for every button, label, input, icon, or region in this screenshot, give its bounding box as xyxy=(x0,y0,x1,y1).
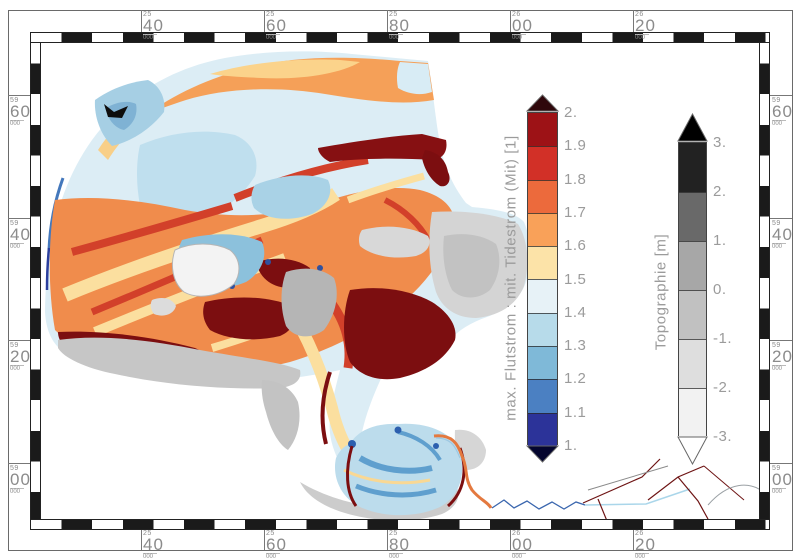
colorbar-tick-label: 1.9 xyxy=(564,137,587,155)
grid-label-bottom: 25 60 000 xyxy=(266,530,287,560)
colorbar-segment xyxy=(528,113,557,147)
grid-tick xyxy=(264,10,265,32)
colorbar-segment xyxy=(679,388,706,437)
grid-tick xyxy=(510,10,511,32)
colorbar-tick-label: 1. xyxy=(713,232,727,249)
grid-label-right: 59 20 000 xyxy=(772,342,793,372)
grid-label-top: 26 00 000 xyxy=(512,11,533,41)
colorbar-segment xyxy=(679,290,706,339)
map-river-lines xyxy=(433,434,759,519)
grid-label-left: 59 40 000 xyxy=(10,219,31,250)
grid-tick xyxy=(141,530,142,550)
grid-tick xyxy=(387,10,388,32)
colorbar-tick-label: 1.3 xyxy=(564,337,587,355)
colorbar-title-topographie: Topographie [m] xyxy=(652,233,670,351)
colorbar-segment xyxy=(679,241,706,290)
outer-frame xyxy=(8,10,793,551)
grid-tick xyxy=(770,95,792,96)
colorbar-segment xyxy=(528,312,557,347)
colorbar-tick-label: 1.1 xyxy=(564,403,587,421)
neatline-top xyxy=(30,32,770,43)
grid-tick xyxy=(8,340,30,341)
grid-tick xyxy=(8,462,30,464)
grid-label-top: 25 40 000 xyxy=(143,11,164,41)
colorbar-segment xyxy=(679,192,706,241)
grid-tick xyxy=(8,217,30,219)
grid-tick xyxy=(770,217,792,219)
colorbar-topographie xyxy=(678,142,707,437)
map-elbe-bulge xyxy=(334,423,466,516)
grid-label-bottom: 25 40 000 xyxy=(143,530,164,560)
colorbar-segment xyxy=(528,346,557,380)
grid-tick xyxy=(141,10,142,32)
colorbar-under-arrow xyxy=(677,436,708,470)
map-tidal-flats xyxy=(58,211,528,519)
colorbar-title-flutstrom: max. Flutstrom : mit. Tidestrom (Mit) [1… xyxy=(502,135,520,421)
grid-tick xyxy=(633,10,634,32)
colorbar-tick-label: 1.5 xyxy=(564,270,587,288)
colorbar-segment xyxy=(528,179,557,213)
colorbar-tick-label: 1. xyxy=(564,437,578,454)
neatline-left xyxy=(30,32,41,530)
grid-label-bottom: 26 20 000 xyxy=(635,530,656,560)
colorbar-tick-label: 1.7 xyxy=(564,203,587,221)
neatline-bottom xyxy=(30,519,770,530)
colorbar-tick-label: -3. xyxy=(713,428,733,445)
colorbar-over-arrow xyxy=(525,94,560,117)
colorbar-tick-label: -1. xyxy=(713,330,733,347)
colorbar-segment xyxy=(528,379,557,413)
grid-label-left: 59 60 000 xyxy=(10,97,31,127)
colorbar-segment xyxy=(528,212,557,247)
colorbar-tick-label: 0. xyxy=(713,281,727,298)
grid-label-top: 26 20 000 xyxy=(635,11,656,41)
grid-tick xyxy=(8,95,30,96)
grid-label-right: 59 60 000 xyxy=(772,97,793,127)
grid-label-left: 59 20 000 xyxy=(10,342,31,372)
colorbar-tick-label: 2. xyxy=(564,104,578,121)
grid-label-top: 25 60 000 xyxy=(266,11,287,41)
grid-tick xyxy=(264,530,265,550)
grid-label-left: 59 00 000 xyxy=(10,464,31,495)
colorbar-under-arrow xyxy=(525,445,560,468)
colorbar-segment xyxy=(528,246,557,280)
grid-tick xyxy=(387,530,388,550)
grid-label-right: 59 40 000 xyxy=(772,219,793,250)
colorbar-tick-label: 2. xyxy=(713,183,727,200)
colorbar-tick-label: 1.6 xyxy=(564,237,587,255)
colorbar-tick-label: 1.4 xyxy=(564,303,587,321)
grid-tick xyxy=(633,530,634,550)
colorbar-segment xyxy=(679,143,706,192)
grid-label-bottom: 26 00 000 xyxy=(512,530,533,560)
grid-label-top: 25 80 000 xyxy=(389,11,410,41)
grid-tick xyxy=(770,462,792,464)
grid-tick xyxy=(770,340,792,341)
colorbar-segment xyxy=(679,339,706,388)
grid-tick xyxy=(510,530,511,550)
colorbar-tick-label: 1.2 xyxy=(564,370,587,388)
grid-label-bottom: 25 80 000 xyxy=(389,530,410,560)
colorbar-flutstrom xyxy=(527,112,558,446)
colorbar-tick-label: -2. xyxy=(713,379,733,396)
map-helgoland-island xyxy=(104,104,128,118)
colorbar-segment xyxy=(528,412,557,446)
colorbar-segment xyxy=(528,279,557,313)
grid-label-right: 59 00 000 xyxy=(772,464,793,495)
neatline-right xyxy=(759,32,770,530)
colorbar-over-arrow xyxy=(677,112,708,147)
colorbar-segment xyxy=(528,146,557,180)
colorbar-tick-label: 3. xyxy=(713,134,727,151)
colorbar-tick-label: 1.8 xyxy=(564,170,587,188)
